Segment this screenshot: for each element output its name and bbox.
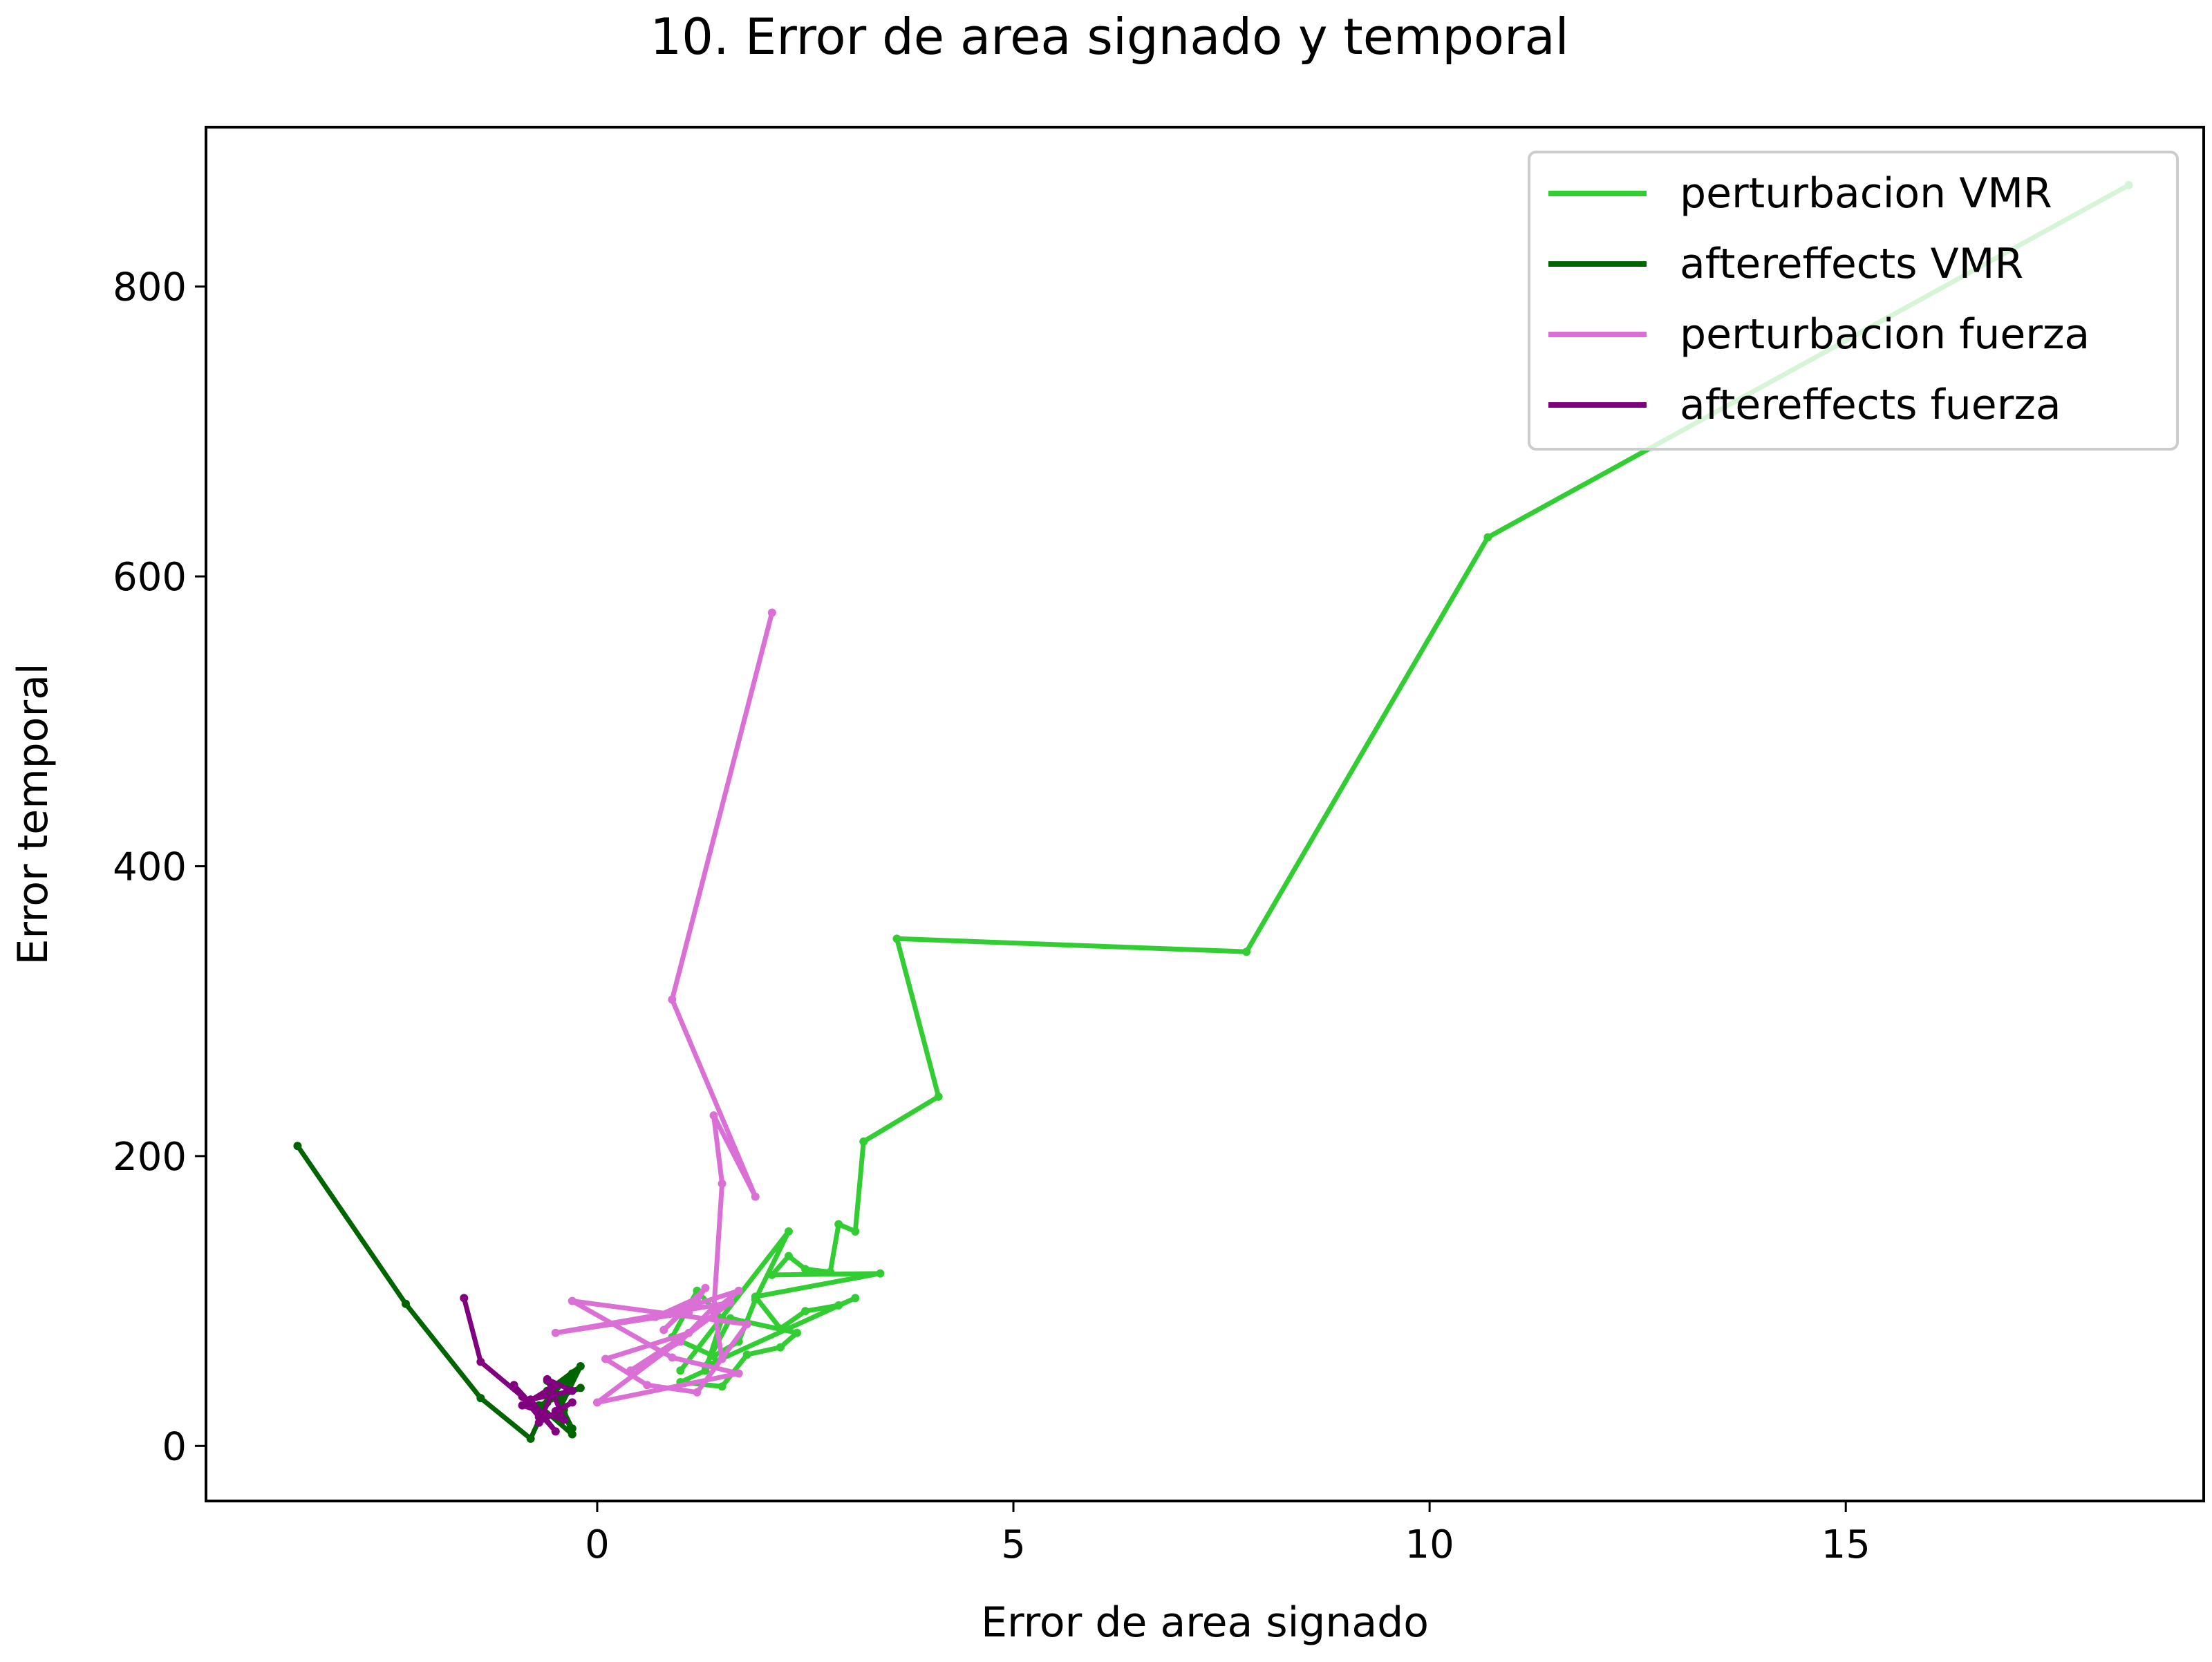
data-point-aftereffects-fuerza	[551, 1406, 560, 1415]
data-point-perturbacion-fuerza	[651, 1312, 660, 1321]
axis-ticks: 0 5 10 15 0 200 400 600 800	[113, 265, 1871, 1567]
data-point-perturbacion-fuerza	[643, 1381, 652, 1390]
data-point-perturbacion-vmr	[801, 1307, 809, 1316]
data-point-perturbacion-fuerza	[601, 1354, 610, 1363]
data-point-perturbacion-vmr	[784, 1227, 793, 1236]
data-point-perturbacion-fuerza	[659, 1325, 668, 1334]
data-point-aftereffects-fuerza	[518, 1392, 527, 1401]
data-point-perturbacion-fuerza	[734, 1369, 743, 1378]
plot-area	[293, 180, 2133, 1443]
data-point-aftereffects-vmr	[576, 1361, 585, 1370]
data-point-perturbacion-vmr	[742, 1350, 751, 1359]
x-tick-label: 15	[1821, 1522, 1871, 1567]
data-point-aftereffects-vmr	[402, 1299, 410, 1308]
data-point-aftereffects-fuerza	[526, 1395, 535, 1404]
data-point-aftereffects-vmr	[568, 1430, 577, 1439]
data-point-perturbacion-fuerza	[693, 1388, 702, 1397]
y-tick-label: 400	[113, 844, 187, 889]
data-point-perturbacion-vmr	[709, 1352, 718, 1361]
data-point-aftereffects-fuerza	[551, 1427, 560, 1436]
data-point-aftereffects-vmr	[293, 1142, 302, 1151]
data-point-perturbacion-vmr	[834, 1220, 843, 1229]
data-point-perturbacion-fuerza	[693, 1294, 702, 1303]
data-point-aftereffects-fuerza	[534, 1418, 543, 1427]
data-point-perturbacion-fuerza	[718, 1179, 727, 1188]
data-point-perturbacion-fuerza	[551, 1328, 560, 1337]
legend-label-aftereffects-fuerza: aftereffects fuerza	[1680, 381, 2061, 429]
data-point-aftereffects-fuerza	[518, 1401, 527, 1410]
data-point-aftereffects-vmr	[576, 1384, 585, 1392]
data-point-aftereffects-vmr	[559, 1376, 568, 1385]
y-tick-label: 0	[162, 1424, 187, 1469]
x-axis-label: Error de area signado	[981, 1598, 1429, 1647]
data-point-perturbacion-vmr	[718, 1382, 727, 1391]
data-point-perturbacion-fuerza	[668, 995, 677, 1004]
data-point-aftereffects-vmr	[568, 1424, 577, 1433]
axes-frame	[205, 126, 2205, 1502]
data-point-perturbacion-fuerza	[568, 1296, 577, 1305]
data-point-perturbacion-vmr	[751, 1295, 760, 1304]
data-point-perturbacion-fuerza	[701, 1283, 710, 1292]
data-point-perturbacion-vmr	[851, 1294, 860, 1303]
legend-box	[1528, 151, 2179, 451]
x-tick-label: 0	[585, 1522, 610, 1567]
data-point-perturbacion-fuerza	[676, 1337, 685, 1346]
data-point-perturbacion-fuerza	[734, 1286, 743, 1295]
data-point-perturbacion-fuerza	[684, 1308, 693, 1317]
data-point-perturbacion-vmr	[801, 1265, 809, 1274]
data-point-perturbacion-fuerza	[726, 1298, 735, 1307]
data-point-perturbacion-vmr	[776, 1343, 785, 1352]
data-point-aftereffects-vmr	[568, 1369, 577, 1378]
legend-label-aftereffects-vmr: aftereffects VMR	[1680, 240, 2023, 288]
data-point-aftereffects-fuerza	[460, 1294, 469, 1303]
data-point-perturbacion-vmr	[851, 1227, 860, 1236]
x-tick-label: 10	[1405, 1522, 1454, 1567]
data-point-perturbacion-vmr	[892, 934, 901, 943]
data-point-perturbacion-vmr	[792, 1328, 801, 1337]
series-group	[293, 180, 2133, 1443]
data-point-perturbacion-vmr	[767, 1270, 776, 1279]
data-point-perturbacion-vmr	[784, 1252, 793, 1260]
y-tick-label: 600	[113, 555, 187, 600]
data-point-aftereffects-vmr	[526, 1434, 535, 1443]
legend: perturbacion VMR aftereffects VMR perturba…	[1528, 151, 2179, 451]
data-point-aftereffects-fuerza	[568, 1386, 577, 1395]
chart-title: 10. Error de area signado y temporal	[650, 8, 1568, 66]
data-point-aftereffects-fuerza	[559, 1415, 568, 1424]
data-point-perturbacion-vmr	[934, 1092, 943, 1101]
data-point-perturbacion-fuerza	[709, 1302, 718, 1311]
data-point-perturbacion-vmr	[859, 1137, 868, 1146]
data-point-perturbacion-fuerza	[718, 1354, 727, 1363]
data-point-perturbacion-fuerza	[709, 1111, 718, 1120]
data-point-aftereffects-vmr	[476, 1394, 485, 1403]
data-point-aftereffects-fuerza	[476, 1357, 485, 1366]
data-point-aftereffects-fuerza	[568, 1398, 577, 1407]
data-point-perturbacion-fuerza	[592, 1398, 601, 1407]
data-point-perturbacion-vmr	[834, 1301, 843, 1310]
y-tick-label: 200	[113, 1135, 187, 1180]
data-point-perturbacion-fuerza	[668, 1353, 677, 1362]
y-axis-label: Error temporal	[9, 663, 57, 965]
data-point-aftereffects-fuerza	[509, 1381, 518, 1390]
data-point-aftereffects-fuerza	[543, 1375, 552, 1384]
data-point-aftereffects-fuerza	[534, 1413, 543, 1422]
data-point-perturbacion-fuerza	[684, 1328, 693, 1337]
data-point-perturbacion-fuerza	[767, 608, 776, 617]
x-tick-label: 5	[1001, 1522, 1026, 1567]
data-point-perturbacion-fuerza	[751, 1192, 760, 1201]
data-point-perturbacion-vmr	[676, 1366, 685, 1375]
data-point-perturbacion-vmr	[876, 1269, 885, 1278]
data-point-perturbacion-vmr	[1242, 947, 1251, 956]
data-point-aftereffects-fuerza	[551, 1381, 560, 1390]
data-point-perturbacion-vmr	[776, 1324, 785, 1333]
y-tick-label: 800	[113, 265, 187, 310]
data-point-perturbacion-vmr	[826, 1267, 835, 1276]
data-point-perturbacion-fuerza	[626, 1366, 635, 1375]
legend-label-perturbacion-vmr: perturbacion VMR	[1680, 169, 2052, 218]
legend-label-perturbacion-fuerza: perturbacion fuerza	[1680, 310, 2090, 359]
data-point-perturbacion-vmr	[1483, 533, 1492, 542]
data-point-perturbacion-fuerza	[742, 1320, 751, 1329]
